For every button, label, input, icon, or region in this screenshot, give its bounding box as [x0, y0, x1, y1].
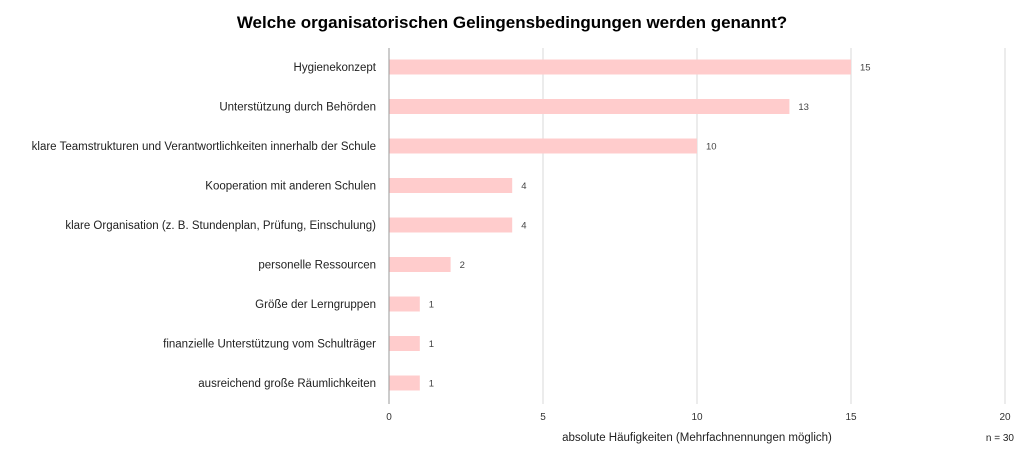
category-label: Unterstützung durch Behörden — [219, 102, 376, 114]
x-tick-label: 10 — [691, 412, 703, 423]
bar — [389, 99, 790, 114]
category-label: Hygienekonzept — [294, 62, 377, 74]
category-label: Kooperation mit anderen Schulen — [205, 181, 376, 193]
value-label: 1 — [429, 300, 434, 311]
category-label: klare Teamstrukturen und Verantwortlichk… — [32, 141, 376, 153]
sample-size-note: n = 30 — [986, 433, 1015, 444]
x-tick-label: 5 — [540, 412, 546, 423]
bar-layer — [389, 59, 851, 391]
category-label: personelle Ressourcen — [258, 260, 376, 272]
value-label: 13 — [798, 102, 809, 113]
x-tick-label: 0 — [386, 412, 392, 423]
bar — [389, 138, 697, 154]
value-label: 15 — [860, 63, 871, 74]
bar — [389, 257, 451, 272]
bar — [389, 217, 513, 233]
x-tick-label: 15 — [845, 412, 857, 423]
x-tick-label: 20 — [999, 412, 1011, 423]
chart-title: Welche organisatorischen Gelingensbeding… — [237, 13, 787, 32]
category-label: Größe der Lerngruppen — [255, 299, 376, 311]
value-label: 4 — [521, 221, 526, 232]
value-label: 1 — [429, 339, 434, 350]
value-label: 10 — [706, 142, 717, 153]
bar — [389, 375, 420, 391]
value-label: 1 — [429, 379, 434, 390]
category-label: finanzielle Unterstützung vom Schulträge… — [163, 339, 376, 351]
category-label: ausreichend große Räumlichkeiten — [198, 378, 376, 390]
label-layer: 0 5 10 15 20 Hygienekonzept 15 Unterstützung du… — [32, 62, 1011, 423]
bar — [389, 336, 420, 351]
bar — [389, 296, 420, 312]
value-label: 2 — [460, 260, 465, 271]
category-label: klare Organisation (z. B. Stundenplan, P… — [65, 220, 376, 232]
value-label: 4 — [521, 181, 526, 192]
bar — [389, 59, 851, 75]
bar — [389, 178, 513, 193]
x-axis-title: absolute Häufigkeiten (Mehrfachnennungen… — [562, 432, 832, 444]
